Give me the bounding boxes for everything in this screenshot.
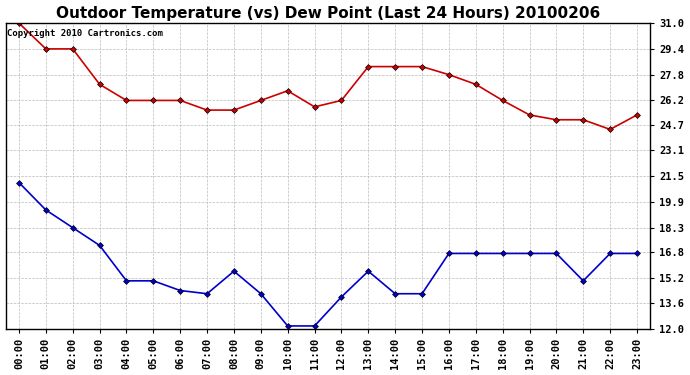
Text: Copyright 2010 Cartronics.com: Copyright 2010 Cartronics.com bbox=[7, 29, 163, 38]
Title: Outdoor Temperature (vs) Dew Point (Last 24 Hours) 20100206: Outdoor Temperature (vs) Dew Point (Last… bbox=[56, 6, 600, 21]
